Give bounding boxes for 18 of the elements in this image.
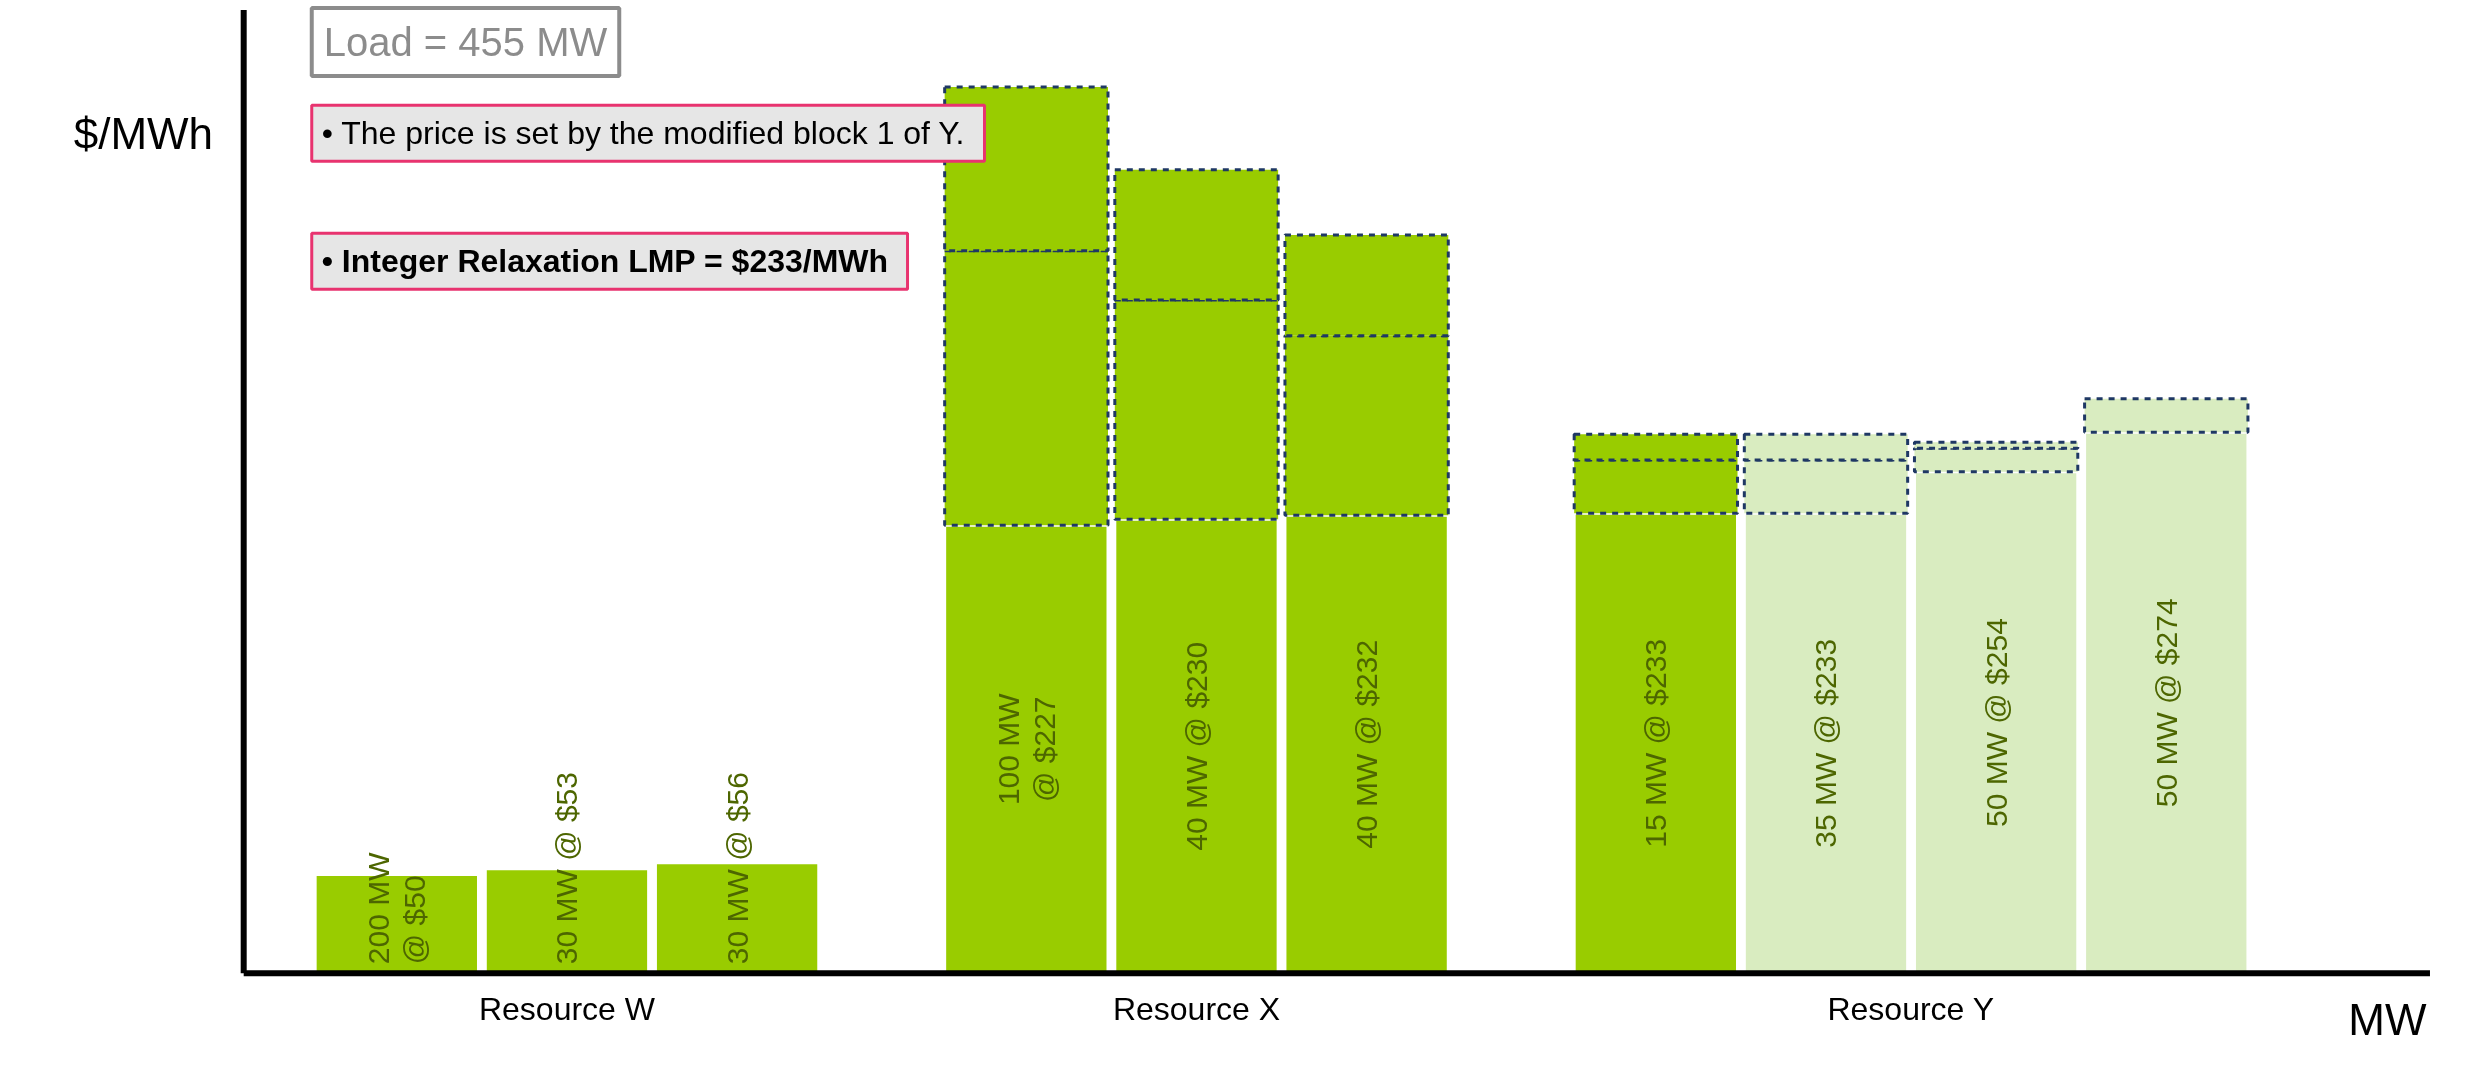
- text: Load = 455 MW: [323, 20, 608, 65]
- data-label: 35 MW @ $233: [1809, 638, 1843, 848]
- data-label: 50 MW @ $254: [1979, 618, 2013, 828]
- data-label: 100 MW @ $227: [991, 692, 1061, 806]
- data-label: 200 MW @ $50: [362, 851, 432, 965]
- series-label: Resource W: [478, 991, 656, 1028]
- series-label: Resource Y: [1827, 991, 1995, 1028]
- data-label: 40 MW @ $230: [1179, 641, 1213, 851]
- series-label: Resource X: [1112, 991, 1281, 1028]
- data-label: 15 MW @ $233: [1639, 638, 1673, 848]
- annotation: • Integer Relaxation LMP = $233/MWh: [321, 243, 889, 280]
- annotation: • The price is set by the modified block 1 of Y.: [321, 115, 965, 152]
- data-label: 40 MW @ $232: [1350, 639, 1384, 849]
- data-label: 30 MW @ $56: [720, 772, 754, 965]
- data-label: 50 MW @ $274: [2149, 598, 2183, 808]
- y-axis-title: $/MWh: [73, 108, 214, 158]
- data-label: 30 MW @ $53: [550, 772, 584, 965]
- x-axis-title: MW: [2348, 995, 2428, 1045]
